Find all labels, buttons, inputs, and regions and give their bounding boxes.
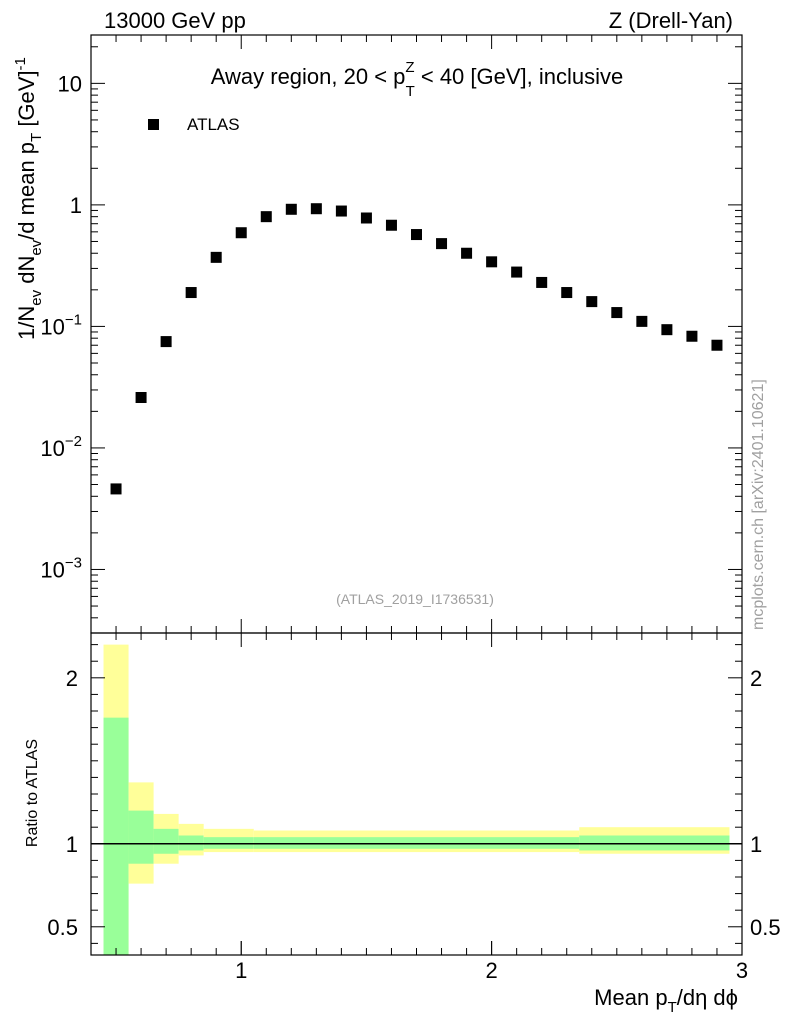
data-points	[110, 203, 723, 495]
axis-ticks: 1 2 3 10 1 10−1 10−2 10−3 0.5 0.5 1 1 2 2	[40, 35, 781, 983]
data-point-atlas-3	[185, 287, 197, 299]
x-tick-label-2: 3	[736, 958, 748, 983]
data-point-atlas-1	[135, 392, 147, 404]
x-tick-label-0: 1	[235, 958, 247, 983]
data-point-atlas-2	[160, 336, 172, 348]
data-point-atlas-12	[411, 229, 422, 241]
ratio-band-green-3	[178, 835, 204, 851]
ratio-y-tick-label-left-2: 2	[66, 666, 78, 691]
data-point-atlas-18	[561, 287, 573, 299]
ratio-y-tick-label-left-1: 1	[66, 832, 78, 857]
y-tick-label-0: 10	[58, 71, 82, 96]
data-point-atlas-8	[310, 203, 322, 215]
data-point-atlas-7	[285, 203, 297, 215]
data-point-atlas-4	[210, 251, 222, 263]
data-point-atlas-14	[461, 247, 473, 259]
y-tick-label-1: 1	[70, 193, 82, 218]
title-subscript: T	[406, 83, 415, 100]
y-tick-label-4: 10−3	[40, 554, 82, 582]
ratio-y-tick-label-right-0: 0.5	[750, 915, 781, 940]
data-point-atlas-16	[511, 266, 523, 278]
chart-title: Away region, 20 < pZ T < 40 [GeV], inclus…	[211, 59, 624, 100]
header-left: 13000 GeV pp	[104, 8, 246, 33]
data-point-atlas-13	[436, 238, 448, 250]
ratio-plot-frame	[90, 632, 743, 956]
data-point-atlas-10	[360, 212, 372, 224]
analysis-label: (ATLAS_2019_I1736531)	[336, 591, 494, 607]
ratio-y-axis-label: Ratio to ATLAS	[24, 739, 41, 847]
ratio-band-green-2	[153, 828, 179, 854]
ratio-band-green-6	[579, 835, 730, 851]
ratio-band-green-4	[203, 837, 254, 849]
data-point-atlas-6	[260, 211, 272, 223]
title-superscript: Z	[405, 59, 414, 76]
x-axis-label: Mean pT/dη dϕ	[594, 985, 738, 1016]
legend-marker-atlas	[148, 119, 159, 130]
ratio-band-green-1	[128, 810, 154, 864]
ratio-y-tick-label-right-1: 1	[750, 832, 762, 857]
header-right: Z (Drell-Yan)	[609, 8, 733, 33]
x-tick-label-1: 2	[485, 958, 497, 983]
legend-label-atlas: ATLAS	[187, 115, 240, 134]
data-point-atlas-5	[235, 227, 247, 239]
data-point-atlas-19	[586, 296, 598, 308]
ratio-band-green-5	[253, 837, 580, 849]
y-tick-label-3: 10−2	[40, 433, 82, 461]
watermark: mcplots.cern.ch [arXiv:2401.10621]	[750, 379, 767, 630]
data-point-atlas-23	[686, 330, 698, 342]
data-point-atlas-17	[536, 276, 548, 288]
data-point-atlas-15	[486, 256, 498, 268]
data-point-atlas-21	[636, 315, 648, 327]
ratio-y-tick-label-right-2: 2	[750, 666, 762, 691]
data-point-atlas-24	[711, 339, 723, 351]
ratio-y-tick-label-left-0: 0.5	[47, 915, 78, 940]
ratio-bands	[103, 644, 730, 955]
data-point-atlas-22	[661, 324, 673, 336]
data-point-atlas-9	[335, 205, 347, 217]
data-point-atlas-20	[611, 307, 623, 319]
ratio-band-green-0	[103, 717, 129, 955]
data-point-atlas-11	[385, 219, 397, 231]
y-axis-label: 1/Nev dNev/d mean pT [GeV]-1	[12, 57, 45, 340]
y-tick-label-2: 10−1	[40, 311, 82, 339]
data-point-atlas-0	[110, 483, 122, 495]
